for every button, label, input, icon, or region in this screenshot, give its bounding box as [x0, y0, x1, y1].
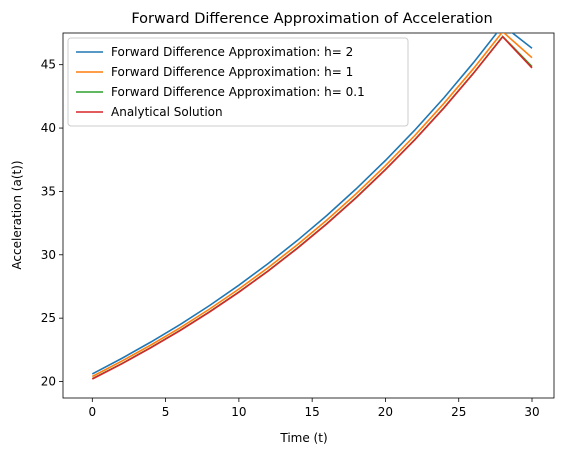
legend-label-3: Forward Difference Approximation: h= 0.1: [111, 85, 365, 99]
legend-box: [67, 37, 409, 127]
x-tick-label: 5: [162, 405, 170, 419]
y-tick-label: 40: [41, 121, 56, 135]
x-tick-label: 15: [305, 405, 320, 419]
x-tick-label: 20: [378, 405, 393, 419]
series-line-4: [91, 35, 533, 380]
y-axis-ticks: 20 25 30 35 40 45: [41, 58, 63, 389]
legend-label-4: Analytical Solution: [111, 105, 223, 119]
x-tick-label: 25: [451, 405, 466, 419]
series-line-2: [91, 33, 533, 378]
y-tick-label: 35: [41, 184, 56, 198]
y-axis-label: Acceleration (a(t)): [10, 160, 24, 269]
legend-label-1: Forward Difference Approximation: h= 2: [111, 45, 353, 59]
legend: Forward Difference Approximation: h= 2 Fo…: [67, 37, 409, 127]
y-tick-label: 30: [41, 248, 56, 262]
x-axis-label: Time (t): [279, 431, 327, 445]
series-line-1: [91, 33, 533, 375]
legend-label-2: Forward Difference Approximation: h= 1: [111, 65, 353, 79]
x-tick-label: 0: [88, 405, 96, 419]
y-tick-label: 45: [41, 58, 56, 72]
x-tick-label: 30: [524, 405, 539, 419]
x-axis-ticks: 0 5 10 15 20 25 30: [88, 398, 540, 419]
chart-title: Forward Difference Approximation of Acce…: [131, 11, 492, 27]
y-tick-label: 25: [41, 311, 56, 325]
y-tick-label: 20: [41, 375, 56, 389]
x-tick-label: 10: [231, 405, 246, 419]
series-lines: [91, 33, 533, 380]
